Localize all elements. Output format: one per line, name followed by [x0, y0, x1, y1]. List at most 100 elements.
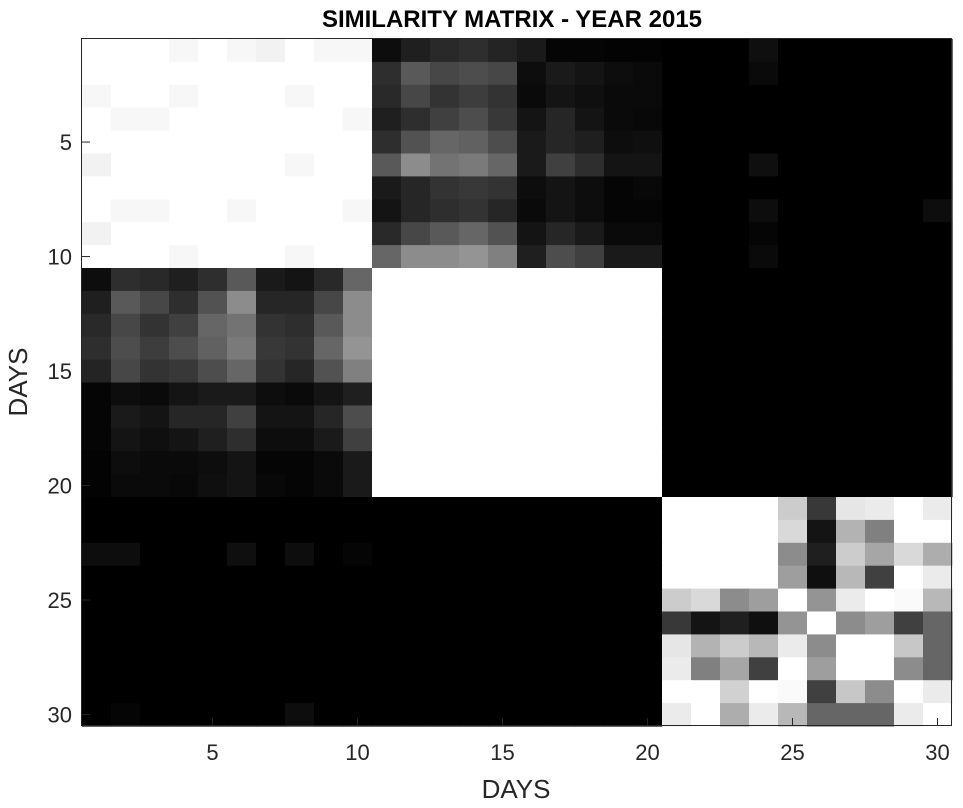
heatmap-cell-r18-c13	[430, 428, 460, 452]
heatmap-cell-r29-c30	[923, 680, 953, 704]
heatmap-cell-r14-c15	[488, 336, 518, 361]
heatmap-cell-r2-c7	[256, 61, 286, 86]
heatmap-cell-r19-c23	[720, 451, 750, 475]
heatmap-cell-r3-c23	[720, 84, 750, 109]
heatmap-cell-r24-c12	[401, 565, 431, 590]
heatmap-cell-r22-c1	[82, 519, 112, 544]
heatmap-cell-r19-c21	[662, 451, 692, 475]
heatmap-cell-r7-c20	[633, 176, 663, 200]
heatmap-cell-r3-c6	[227, 84, 257, 109]
heatmap-cell-r9-c9	[314, 222, 344, 246]
heatmap-cell-r26-c17	[546, 611, 576, 635]
heatmap-cell-r21-c10	[343, 497, 373, 521]
heatmap-cell-r3-c22	[691, 84, 721, 109]
heatmap-cell-r1-c11	[372, 39, 402, 63]
heatmap-cell-r29-c29	[894, 680, 924, 704]
heatmap-cell-r18-c24	[749, 428, 779, 452]
y-tick-label: 25	[48, 588, 72, 613]
heatmap-cell-r20-c27	[836, 474, 866, 498]
heatmap-cell-r16-c20	[633, 382, 663, 406]
heatmap-cell-r28-c24	[749, 657, 779, 681]
heatmap-cell-r13-c3	[140, 313, 170, 338]
heatmap-cell-r19-c22	[691, 451, 721, 475]
heatmap-cell-r29-c24	[749, 680, 779, 704]
heatmap-cell-r28-c23	[720, 657, 750, 681]
heatmap-cell-r12-c27	[836, 290, 866, 315]
heatmap-cell-r28-c19	[604, 657, 634, 681]
heatmap-cell-r19-c30	[923, 451, 953, 475]
heatmap-cell-r8-c16	[517, 199, 547, 223]
heatmap-cell-r29-c3	[140, 680, 170, 704]
heatmap-cell-r1-c5	[198, 39, 228, 63]
heatmap-cell-r9-c8	[285, 222, 315, 246]
heatmap-cell-r11-c12	[401, 268, 431, 292]
heatmap-cell-r6-c16	[517, 153, 547, 177]
heatmap-cell-r15-c30	[923, 359, 953, 384]
heatmap-cell-r6-c15	[488, 153, 518, 177]
heatmap-cell-r1-c6	[227, 39, 257, 63]
heatmap-cell-r21-c23	[720, 497, 750, 521]
x-tick-label: 20	[635, 740, 659, 765]
heatmap-cell-r3-c12	[401, 84, 431, 109]
heatmap-cell-r4-c14	[459, 107, 489, 132]
heatmap-cell-r17-c4	[169, 405, 199, 429]
heatmap-cell-r27-c21	[662, 634, 692, 658]
heatmap-cell-r10-c29	[894, 245, 924, 269]
heatmap-cell-r3-c21	[662, 84, 692, 109]
heatmap-cell-r21-c20	[633, 497, 663, 521]
heatmap-cell-r14-c17	[546, 336, 576, 361]
heatmap-cell-r7-c10	[343, 176, 373, 200]
heatmap-cell-r20-c30	[923, 474, 953, 498]
heatmap-cell-r18-c21	[662, 428, 692, 452]
heatmap-cell-r13-c20	[633, 313, 663, 338]
heatmap-cell-r4-c19	[604, 107, 634, 132]
heatmap-cell-r16-c1	[82, 382, 112, 406]
heatmap-cell-r15-c22	[691, 359, 721, 384]
heatmap-cell-r12-c5	[198, 290, 228, 315]
heatmap-cell-r20-c9	[314, 474, 344, 498]
heatmap-cell-r27-c24	[749, 634, 779, 658]
heatmap-cell-r22-c19	[604, 519, 634, 544]
heatmap-cell-r8-c26	[807, 199, 837, 223]
heatmap-cell-r22-c6	[227, 519, 257, 544]
heatmap-cell-r14-c13	[430, 336, 460, 361]
heatmap-cell-r17-c20	[633, 405, 663, 429]
heatmap-cell-r2-c23	[720, 61, 750, 86]
heatmap-cell-r10-c3	[140, 245, 170, 269]
heatmap-cell-r6-c24	[749, 153, 779, 177]
heatmap-cell-r2-c17	[546, 61, 576, 86]
heatmap-cell-r8-c20	[633, 199, 663, 223]
heatmap-cell-r24-c9	[314, 565, 344, 590]
heatmap-cell-r11-c30	[923, 268, 953, 292]
heatmap-cell-r8-c1	[82, 199, 112, 223]
heatmap-cell-r23-c17	[546, 542, 576, 567]
heatmap-cell-r2-c12	[401, 61, 431, 86]
heatmap-cell-r19-c24	[749, 451, 779, 475]
heatmap-cell-r17-c12	[401, 405, 431, 429]
heatmap-cell-r30-c11	[372, 703, 402, 727]
heatmap-cell-r3-c26	[807, 84, 837, 109]
heatmap-cell-r19-c4	[169, 451, 199, 475]
heatmap-cell-r18-c8	[285, 428, 315, 452]
heatmap-cell-r9-c25	[778, 222, 808, 246]
heatmap-cell-r28-c16	[517, 657, 547, 681]
heatmap-cell-r26-c28	[865, 611, 895, 635]
x-axis-label: DAYS	[482, 774, 551, 804]
heatmap-cell-r28-c21	[662, 657, 692, 681]
heatmap-cell-r29-c12	[401, 680, 431, 704]
heatmap-cell-r7-c9	[314, 176, 344, 200]
heatmap-cell-r11-c10	[343, 268, 373, 292]
heatmap-cell-r13-c22	[691, 313, 721, 338]
heatmap-cell-r21-c13	[430, 497, 460, 521]
heatmap-cell-r24-c28	[865, 565, 895, 590]
heatmap-cell-r1-c28	[865, 39, 895, 63]
heatmap-cell-r24-c23	[720, 565, 750, 590]
heatmap-cell-r7-c8	[285, 176, 315, 200]
heatmap-cell-r3-c10	[343, 84, 373, 109]
heatmap-cell-r16-c21	[662, 382, 692, 406]
heatmap-cell-r5-c16	[517, 130, 547, 155]
heatmap-cell-r18-c17	[546, 428, 576, 452]
heatmap-cell-r6-c13	[430, 153, 460, 177]
heatmap-cell-r4-c9	[314, 107, 344, 132]
heatmap-cell-r22-c11	[372, 519, 402, 544]
